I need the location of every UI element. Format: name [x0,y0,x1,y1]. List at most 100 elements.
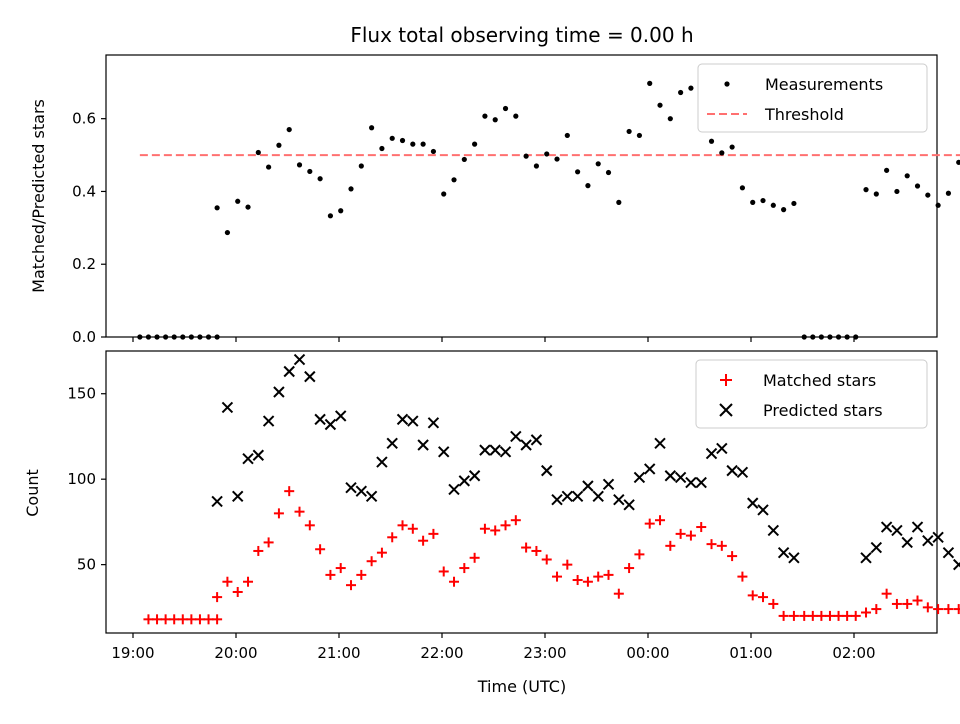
measurement-point [647,80,653,86]
matched-point [861,607,872,618]
measurement-point [317,176,323,182]
measurement-point [338,208,344,214]
count-y-tick-label: 150 [67,385,96,403]
predicted-point [242,452,254,465]
predicted-point [716,442,728,455]
measurement-point [379,145,385,152]
x-tick-label: 02:00 [832,644,875,662]
measurement-point [348,186,354,192]
predicted-point [777,546,790,559]
matched-point [953,604,960,615]
measurements-legend-marker [724,81,730,87]
predicted-point [664,470,677,482]
measurement-point [770,202,776,208]
measurement-point [266,164,272,170]
x-tick-label: 01:00 [729,644,772,662]
matched-point [737,571,748,582]
matched-point [562,559,573,570]
predicted-point [613,493,625,506]
predicted-point [468,470,481,482]
measurement-point [914,183,921,189]
measurement-point [844,334,850,340]
matched-point [816,610,827,621]
predicted-point [273,386,285,398]
measurement-point [224,229,231,236]
predicted-point [674,471,687,484]
measurement-point [180,334,186,340]
count-panel: 50 100 150 19:00 20:00 21:00 22:00 23:00 00:00 0… [23,350,960,696]
measurement-point [657,102,663,108]
matched-point [232,586,243,597]
predicted-point [880,521,893,533]
matched-point [284,486,295,497]
predicted-point [211,495,223,508]
predicted-point [747,497,759,509]
count-y-label: Count [23,469,42,517]
matched-point [346,580,357,591]
measurement-point [719,150,725,156]
predicted-point [860,552,872,564]
matched-point [655,515,666,526]
measurement-point [492,117,498,123]
matched-point [459,563,470,574]
measurement-point [286,126,292,133]
ratio-panel: 0.0 0.2 0.4 0.6 Matched/Predicted stars Mea… [29,54,960,346]
measurement-point [835,334,842,340]
measurement-point [369,125,375,131]
matched-point [807,610,818,621]
measurement-point [791,200,797,207]
measurement-point [595,161,601,167]
ratio-x-ticks [132,337,855,342]
measurement-point [205,334,212,340]
predicted-point [942,546,955,559]
measurement-point [214,334,220,340]
matched-point [521,542,532,553]
measurement-point [853,334,859,340]
ratio-legend: Measurements Threshold [697,63,928,133]
matched-point [263,537,274,548]
predicted-point [489,444,501,456]
matched-point [675,528,686,539]
measurement-point [750,199,756,205]
predicted-point [633,471,646,484]
measurement-point [430,148,437,155]
measurement-point [235,198,241,204]
measurement-point [472,141,478,147]
count-y-ticks: 50 100 150 [67,385,106,574]
predicted-point [314,413,326,426]
x-tick-label: 00:00 [626,644,669,662]
measurement-point [945,190,952,196]
matched-point [366,556,377,567]
measurement-point [197,334,203,340]
ratio-y-label: Matched/Predicted stars [29,99,48,293]
matched-point [706,539,717,550]
measurement-point [188,334,194,340]
measurement-point [616,199,622,205]
measurement-point [605,169,612,176]
predicted-point [695,476,707,489]
measurement-point [585,183,591,189]
matched-point [407,523,418,534]
matched-point [912,595,923,606]
count-y-tick-label: 100 [67,470,96,488]
measurement-point [513,113,519,119]
matched-point [438,566,449,577]
matched-point [160,614,171,625]
predicted-point [767,524,780,537]
measurement-point [708,138,715,144]
x-tick-label: 21:00 [317,644,360,662]
x-tick-label: 22:00 [420,644,463,662]
x-tick-label: 23:00 [523,644,566,662]
threshold-legend-label: Threshold [764,105,844,124]
predicted-point [592,490,604,502]
matched-point [152,614,163,625]
predicted-point [654,437,666,449]
predicted-point [232,490,244,502]
predicted-point [736,466,749,479]
matched-point [510,515,521,526]
measurement-point [863,187,869,193]
measurement-point [688,85,694,91]
measurement-point [626,128,632,135]
predicted-point [705,447,718,460]
matched-point [304,520,315,531]
